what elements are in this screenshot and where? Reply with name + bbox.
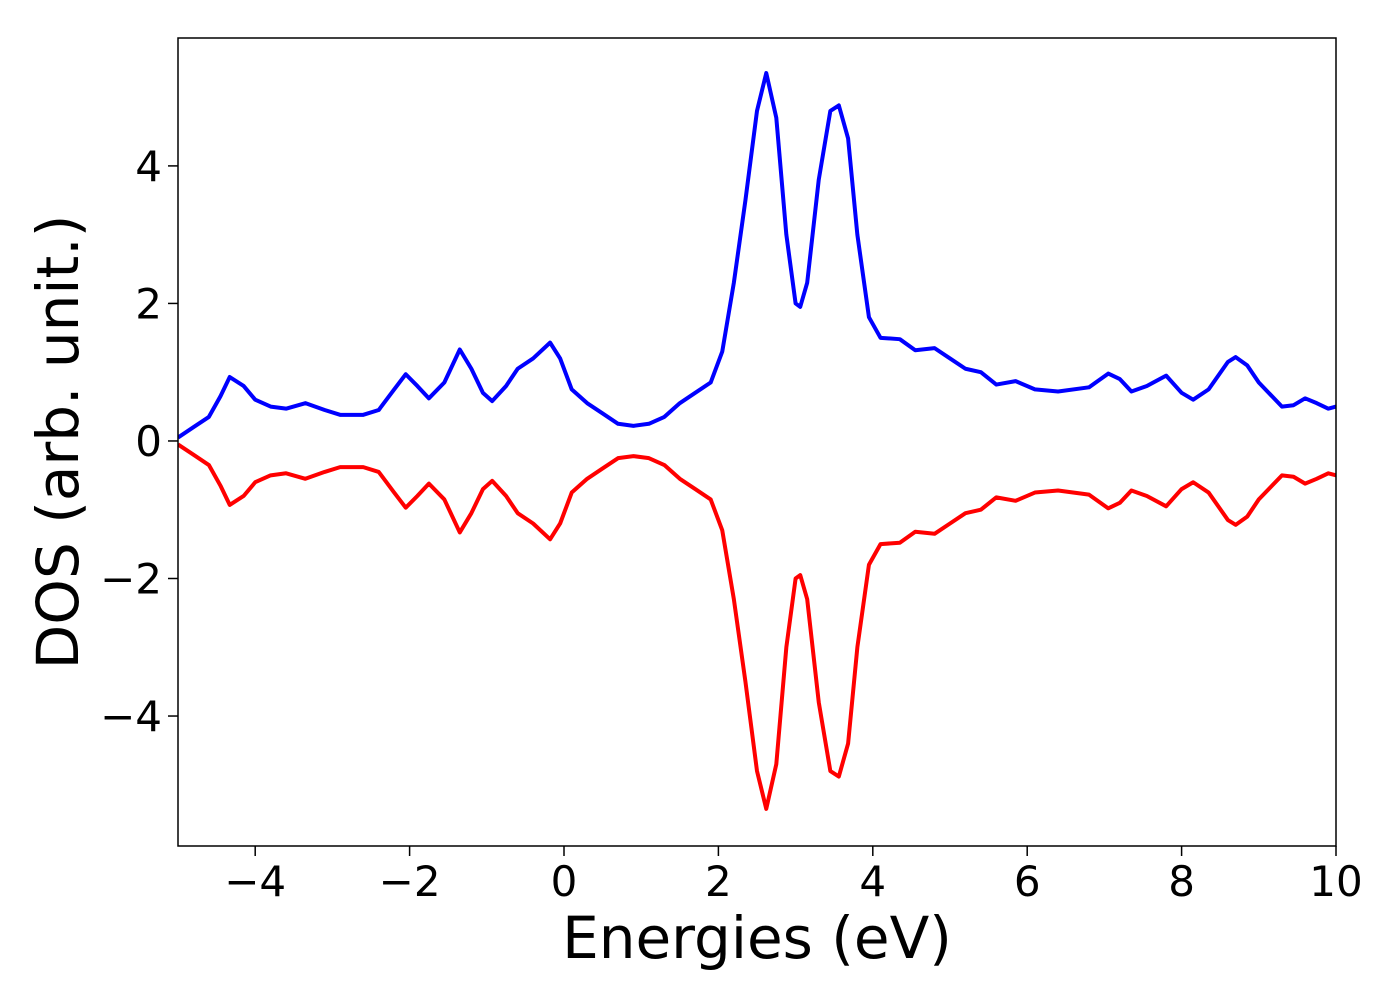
series-line	[178, 442, 1336, 811]
y-tick-label: 0	[135, 417, 162, 466]
x-tick-label: −4	[224, 857, 286, 906]
x-tick-label: 0	[551, 857, 578, 906]
y-axis-title: DOS (arb. unit.)	[24, 215, 92, 670]
x-axis-title: Energies (eV)	[562, 904, 952, 972]
y-tick-label: 2	[135, 279, 162, 328]
x-tick-label: 6	[1014, 857, 1041, 906]
x-tick-label: 10	[1309, 857, 1362, 906]
x-tick-label: 4	[859, 857, 886, 906]
x-tick-label: 2	[705, 857, 732, 906]
x-tick-label: 8	[1168, 857, 1195, 906]
y-tick-label: −2	[100, 555, 162, 604]
y-tick-label: −4	[100, 692, 162, 741]
x-tick-label: −2	[379, 857, 441, 906]
series-line	[178, 71, 1336, 440]
plot-frame	[177, 37, 1337, 847]
y-tick-label: 4	[135, 142, 162, 191]
